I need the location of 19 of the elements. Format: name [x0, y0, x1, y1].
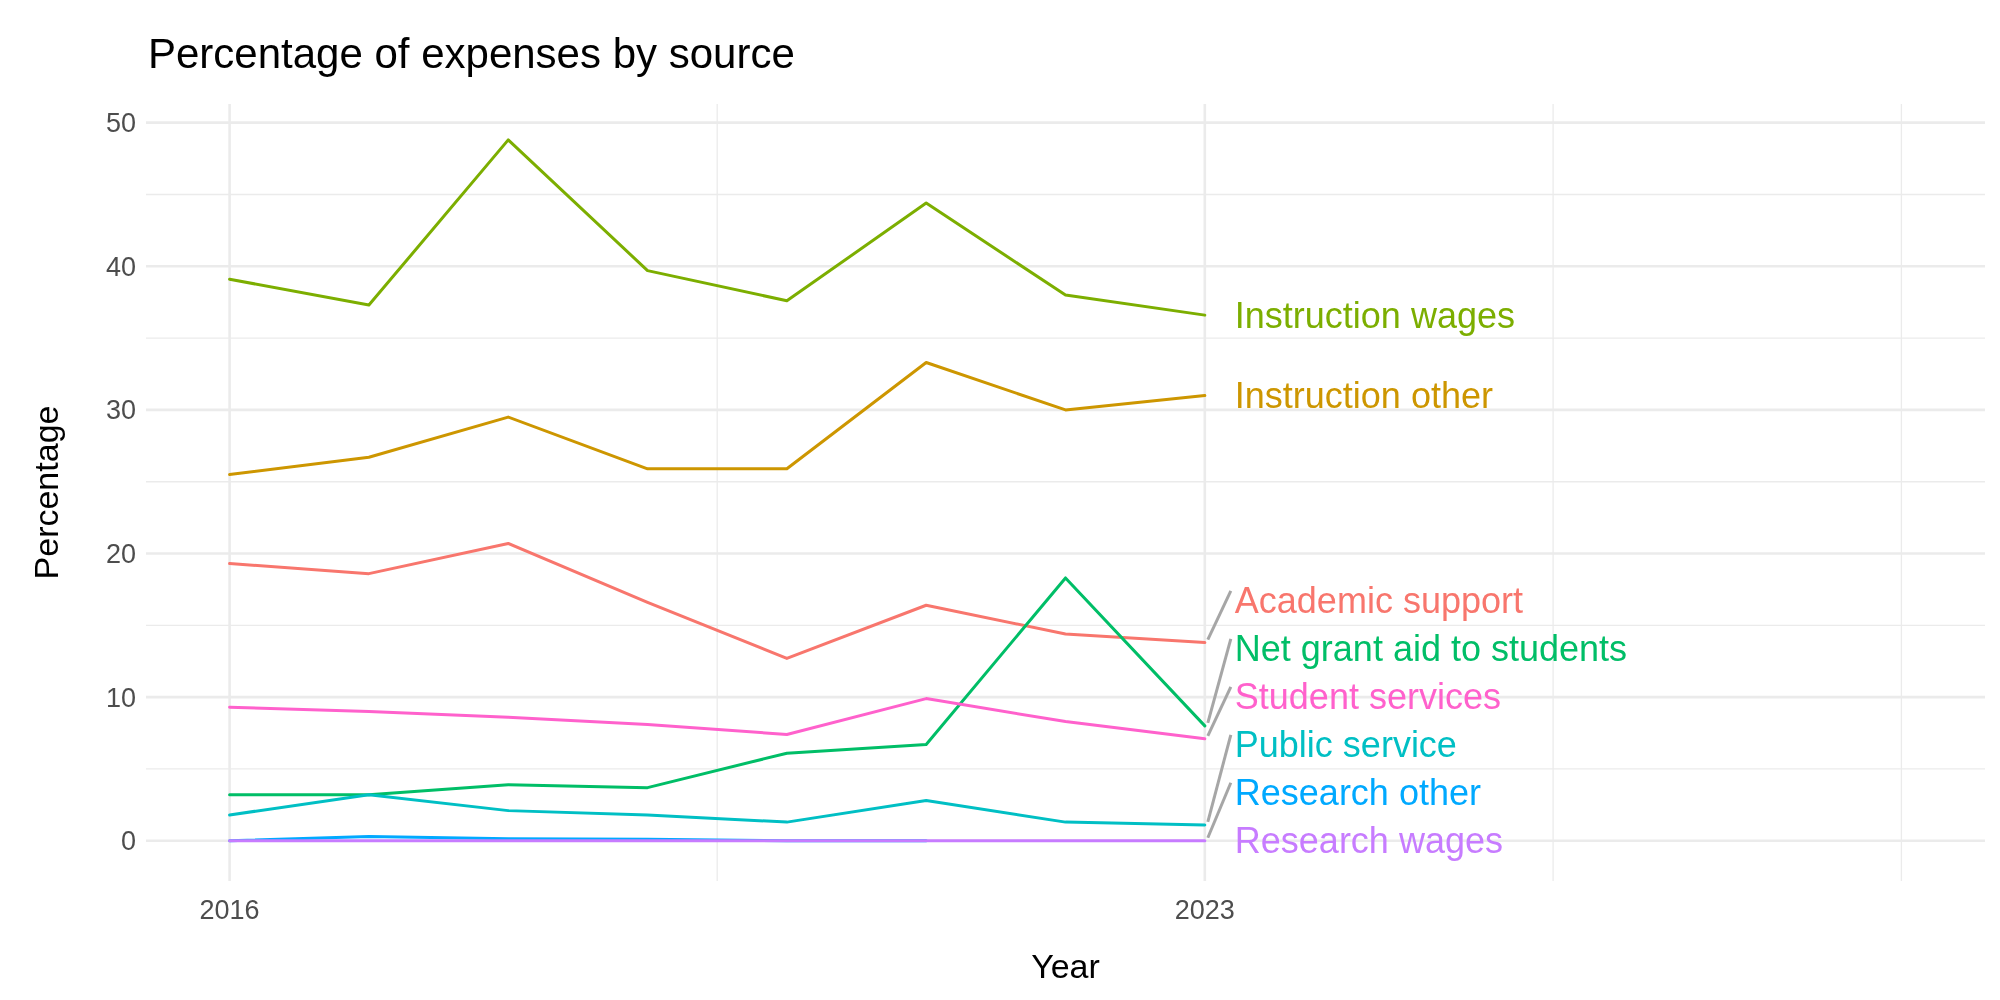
x-axis-title: Year	[1031, 947, 1100, 985]
y-tick-label: 30	[105, 395, 136, 426]
y-tick-label: 20	[105, 538, 136, 569]
y-tick-label: 50	[105, 108, 136, 139]
series-label: Instruction wages	[1234, 294, 1515, 336]
series-label: Net grant aid to students	[1234, 628, 1628, 670]
y-axis-title: Percentage	[27, 405, 65, 580]
series-label: Public service	[1234, 724, 1457, 766]
y-tick-label: 0	[120, 826, 136, 857]
y-tick-label: 40	[105, 251, 136, 282]
x-tick-label: 2023	[1174, 895, 1235, 925]
text: Research other	[1234, 772, 1481, 814]
chart-title: Percentage of expenses by source	[148, 30, 795, 77]
series-label: Academic support	[1234, 580, 1523, 622]
y-tick-label: 10	[105, 682, 136, 713]
series-label: Student services	[1234, 676, 1501, 718]
series-label: Research wages	[1234, 820, 1503, 862]
series-label: Instruction other	[1234, 375, 1493, 417]
x-tick-label: 2016	[199, 895, 260, 925]
